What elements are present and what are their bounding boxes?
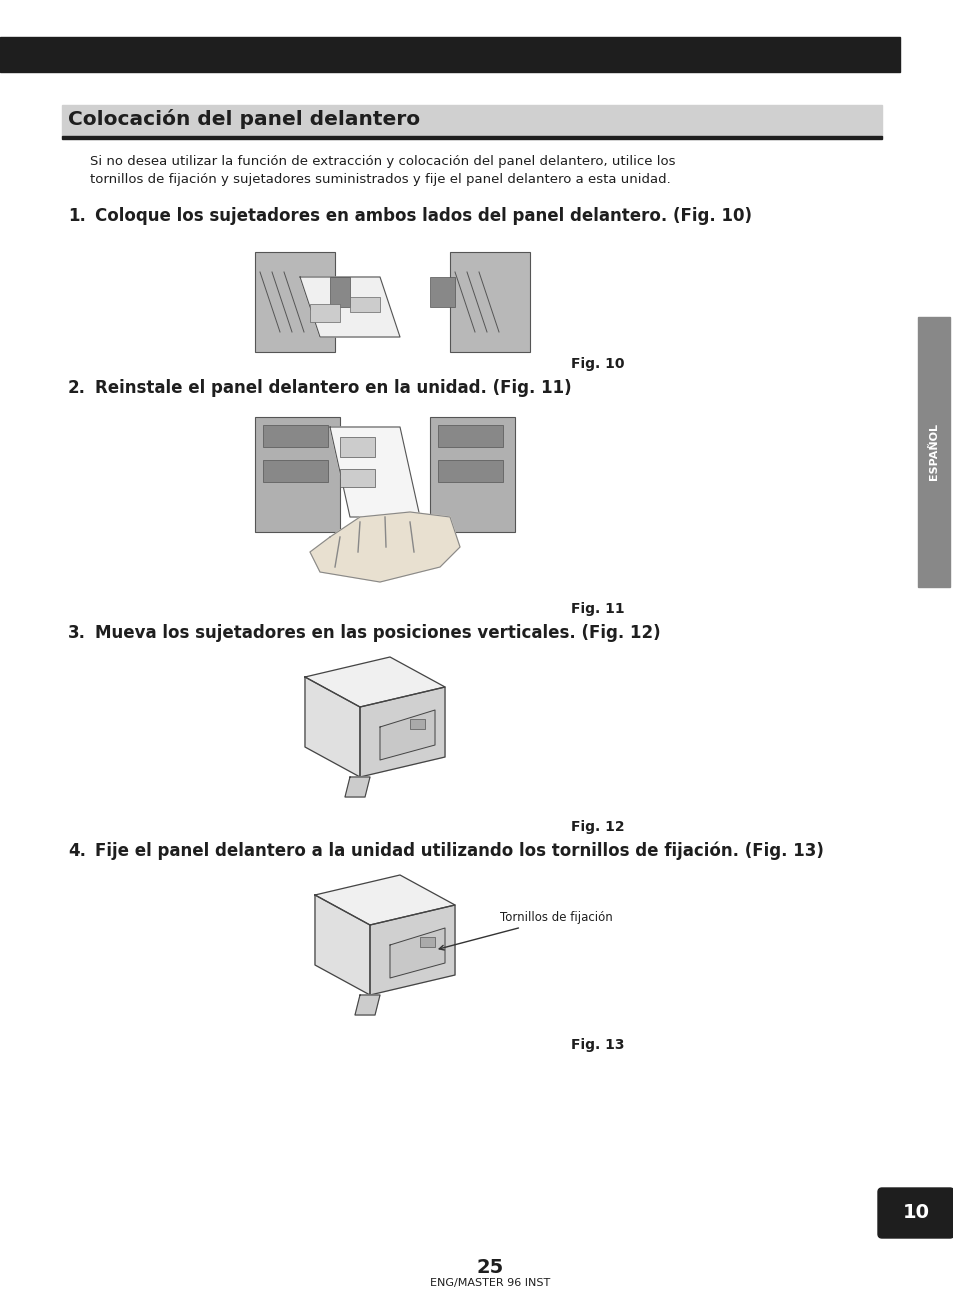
Polygon shape xyxy=(355,994,379,1015)
Polygon shape xyxy=(305,656,444,707)
Bar xyxy=(410,719,424,729)
Text: 25: 25 xyxy=(476,1258,503,1278)
Polygon shape xyxy=(359,686,444,776)
FancyBboxPatch shape xyxy=(877,1188,953,1238)
Polygon shape xyxy=(299,277,399,337)
Text: Fig. 13: Fig. 13 xyxy=(571,1037,624,1052)
Text: 10: 10 xyxy=(902,1203,928,1223)
Bar xyxy=(350,298,379,312)
Text: tornillos de fijación y sujetadores suministrados y fije el panel delantero a es: tornillos de fijación y sujetadores sumi… xyxy=(90,174,670,187)
Bar xyxy=(437,459,502,482)
Polygon shape xyxy=(330,427,419,517)
Text: Tornillos de fijación: Tornillos de fijación xyxy=(438,911,612,950)
Bar xyxy=(310,304,339,322)
Polygon shape xyxy=(314,874,455,925)
Polygon shape xyxy=(310,512,459,582)
Bar xyxy=(430,277,455,307)
Text: 3.: 3. xyxy=(68,624,86,642)
Text: Si no desea utilizar la función de extracción y colocación del panel delantero, : Si no desea utilizar la función de extra… xyxy=(90,155,675,168)
Bar xyxy=(263,459,328,482)
Polygon shape xyxy=(314,895,370,994)
Bar xyxy=(339,437,375,457)
Polygon shape xyxy=(370,904,455,994)
Text: 2.: 2. xyxy=(68,378,86,397)
Bar xyxy=(419,937,435,947)
Text: ENG/MASTER 96 INST: ENG/MASTER 96 INST xyxy=(430,1278,550,1288)
Polygon shape xyxy=(305,677,359,776)
Bar xyxy=(339,468,375,487)
Bar xyxy=(330,277,350,307)
Bar xyxy=(437,425,502,448)
Text: 4.: 4. xyxy=(68,842,86,860)
Text: Colocación del panel delantero: Colocación del panel delantero xyxy=(68,110,419,129)
Polygon shape xyxy=(345,776,370,797)
Bar xyxy=(450,252,530,352)
Text: 1.: 1. xyxy=(68,207,86,224)
Bar xyxy=(62,104,882,137)
Bar xyxy=(254,252,335,352)
Bar xyxy=(430,418,515,532)
Bar xyxy=(254,418,339,532)
Text: Fije el panel delantero a la unidad utilizando los tornillos de fijación. (Fig. : Fije el panel delantero a la unidad util… xyxy=(95,842,823,860)
Bar xyxy=(917,317,949,587)
Bar xyxy=(62,136,882,140)
Text: Fig. 11: Fig. 11 xyxy=(571,602,624,616)
Bar xyxy=(263,425,328,448)
Polygon shape xyxy=(390,928,444,977)
Text: Fig. 10: Fig. 10 xyxy=(571,358,624,371)
Text: Fig. 12: Fig. 12 xyxy=(571,820,624,834)
Text: ESPAÑOL: ESPAÑOL xyxy=(928,424,938,480)
Polygon shape xyxy=(379,710,435,760)
Text: Coloque los sujetadores en ambos lados del panel delantero. (Fig. 10): Coloque los sujetadores en ambos lados d… xyxy=(95,207,751,224)
Text: Reinstale el panel delantero en la unidad. (Fig. 11): Reinstale el panel delantero en la unida… xyxy=(95,378,571,397)
Bar xyxy=(0,37,899,72)
Text: Mueva los sujetadores en las posiciones verticales. (Fig. 12): Mueva los sujetadores en las posiciones … xyxy=(95,624,659,642)
